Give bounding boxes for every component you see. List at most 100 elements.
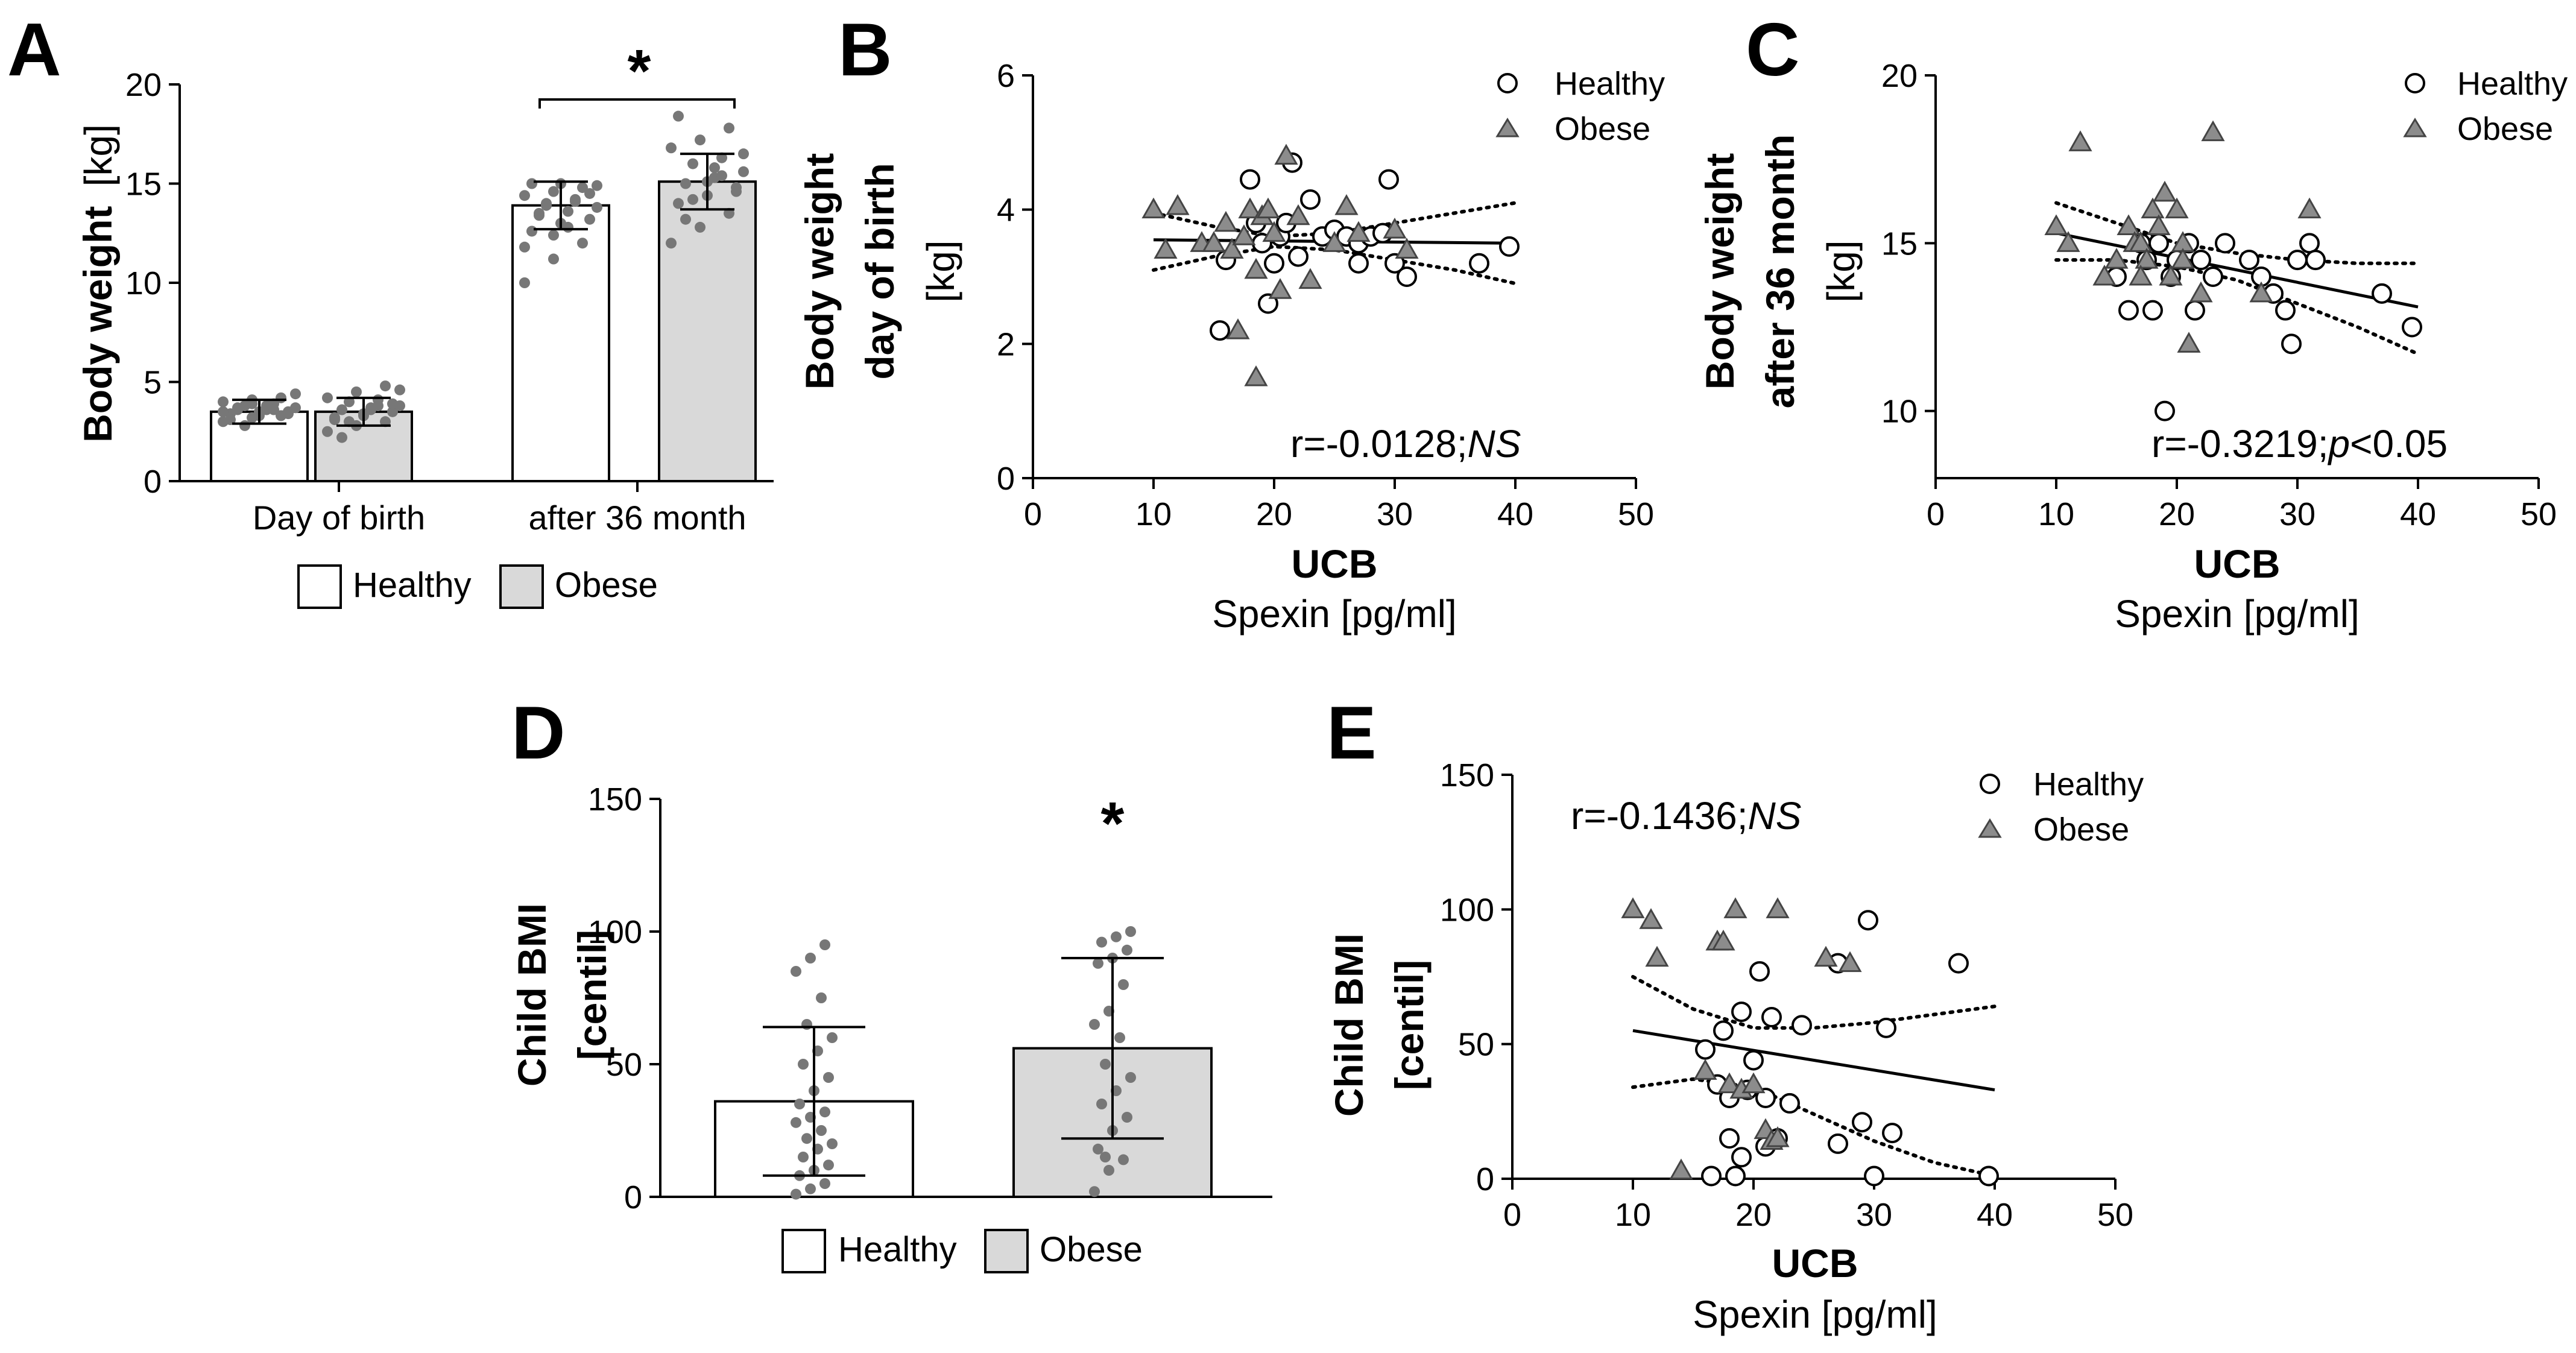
point-healthy bbox=[2239, 250, 2259, 271]
point-obese bbox=[1244, 365, 1268, 386]
data-dot bbox=[218, 396, 229, 408]
point-obese bbox=[1723, 897, 1747, 918]
panel-e-plot: 0 10 20 30 40 50 0 50 100 150 bbox=[1440, 757, 2133, 1233]
point-obese bbox=[2092, 264, 2117, 286]
data-dot bbox=[268, 404, 279, 415]
point-healthy bbox=[1701, 1165, 1722, 1187]
data-dot bbox=[1103, 1165, 1114, 1176]
point-healthy bbox=[1864, 1165, 1884, 1187]
point-healthy bbox=[2287, 250, 2308, 271]
data-dot bbox=[1100, 1152, 1111, 1162]
data-dot bbox=[673, 198, 684, 209]
panel-c-correlation: r=-0.3219;p<0.05 bbox=[2151, 422, 2448, 465]
data-dot bbox=[819, 939, 830, 950]
point-healthy bbox=[1792, 1015, 1812, 1036]
point-obese bbox=[1645, 945, 1669, 967]
data-dot bbox=[290, 388, 301, 400]
data-dot bbox=[526, 178, 537, 189]
data-dot bbox=[1118, 979, 1129, 990]
legend-label-healthy: Healthy bbox=[2033, 766, 2144, 803]
data-dot bbox=[526, 226, 537, 237]
ci-lower-line bbox=[1152, 244, 1517, 286]
data-dot bbox=[680, 178, 691, 189]
x-tick-label: 30 bbox=[2279, 496, 2316, 532]
point-obese bbox=[2129, 231, 2153, 252]
x-tick-label: 40 bbox=[1497, 496, 1533, 532]
point-obese bbox=[1814, 945, 1838, 967]
point-obese bbox=[1669, 1158, 1693, 1180]
panel-c-xlabel: UCB bbox=[2194, 541, 2281, 586]
y-tick-label: 4 bbox=[997, 192, 1015, 229]
legend-label-obese: Obese bbox=[2033, 812, 2129, 848]
data-dot bbox=[827, 1032, 838, 1043]
legend-marker-obese bbox=[2403, 118, 2427, 137]
point-obese bbox=[1262, 221, 1286, 242]
x-tick-label: 30 bbox=[1377, 496, 1413, 532]
legend-label-healthy: Healthy bbox=[353, 566, 472, 605]
y-tick-label: 10 bbox=[1881, 394, 1918, 430]
panel-e-letter: E bbox=[1327, 692, 1377, 775]
legend-swatch-healthy bbox=[781, 1229, 826, 1273]
point-healthy bbox=[2372, 283, 2392, 304]
data-dot bbox=[247, 398, 257, 409]
bar-obese bbox=[658, 180, 757, 482]
data-dot bbox=[798, 1059, 809, 1070]
x-tick-label: 40 bbox=[1977, 1197, 2013, 1233]
data-dot bbox=[563, 206, 573, 217]
data-dot bbox=[805, 1183, 816, 1194]
point-healthy bbox=[2142, 300, 2163, 321]
panel-c-plot: 0 10 20 30 40 50 10 15 20 bbox=[1881, 58, 2557, 532]
point-healthy bbox=[1743, 1050, 1764, 1071]
panel-d: D Child BMI [centil] 0 50 100 150 * Healthy… bbox=[510, 692, 1272, 1273]
panel-c-legend: Healthy Obese bbox=[2403, 66, 2568, 147]
point-obese bbox=[2129, 264, 2153, 286]
x-tick-label: 20 bbox=[1256, 496, 1292, 532]
panel-a-categories: Day of birth after 36 month bbox=[253, 481, 747, 537]
point-obese bbox=[1395, 238, 1419, 259]
y-tick-label: 150 bbox=[588, 781, 642, 818]
panel-a-ylabel-main: Body weight bbox=[75, 206, 120, 443]
data-dot bbox=[716, 152, 727, 163]
data-dot bbox=[380, 380, 391, 392]
data-dot bbox=[394, 384, 405, 396]
point-healthy bbox=[1858, 910, 1878, 931]
point-healthy bbox=[2118, 300, 2139, 321]
data-dot bbox=[1089, 1019, 1100, 1030]
data-dot bbox=[1100, 1059, 1111, 1070]
data-dot bbox=[791, 1117, 801, 1128]
point-healthy bbox=[2148, 233, 2169, 254]
point-healthy bbox=[1469, 253, 1489, 274]
data-dot bbox=[1089, 1186, 1100, 1197]
data-dot bbox=[1125, 1072, 1136, 1083]
data-dot bbox=[276, 392, 286, 403]
data-dot bbox=[801, 1133, 812, 1144]
ci-upper-line bbox=[1631, 975, 1997, 1030]
point-healthy bbox=[1828, 1133, 1848, 1154]
panel-b-letter: B bbox=[838, 8, 892, 92]
point-obese bbox=[2189, 281, 2213, 303]
point-obese bbox=[1166, 194, 1190, 215]
data-dot bbox=[791, 966, 801, 977]
point-healthy bbox=[1749, 961, 1770, 982]
legend-label-healthy: Healthy bbox=[838, 1230, 957, 1269]
ci-lower-line bbox=[1631, 1077, 1997, 1178]
point-healthy bbox=[1725, 1165, 1746, 1187]
data-dot bbox=[695, 221, 706, 233]
point-healthy bbox=[1300, 189, 1321, 210]
panel-e-xsublabel: Spexin [pg/ml] bbox=[1693, 1293, 1937, 1336]
x-tick-label: 10 bbox=[1615, 1197, 1651, 1233]
panel-a: A Body weight [kg] 0 5 10 15 20 Day of birth… bbox=[7, 8, 774, 609]
data-dot bbox=[819, 1178, 830, 1189]
point-obese bbox=[2165, 197, 2189, 219]
point-healthy bbox=[1876, 1017, 1896, 1038]
x-tick-label: 50 bbox=[1618, 496, 1654, 532]
point-healthy bbox=[1240, 169, 1260, 190]
y-tick-label: 10 bbox=[125, 265, 162, 301]
legend-marker-healthy bbox=[1497, 73, 1518, 93]
y-tick-label: 2 bbox=[997, 326, 1015, 362]
point-healthy bbox=[1288, 246, 1309, 267]
data-dot bbox=[344, 396, 355, 408]
point-obese bbox=[1298, 268, 1322, 289]
panel-d-ylabel-line2: [centil] bbox=[570, 930, 614, 1060]
panel-b: B Body weight day of birth [kg] 0 10 20 30 4… bbox=[797, 8, 1665, 636]
